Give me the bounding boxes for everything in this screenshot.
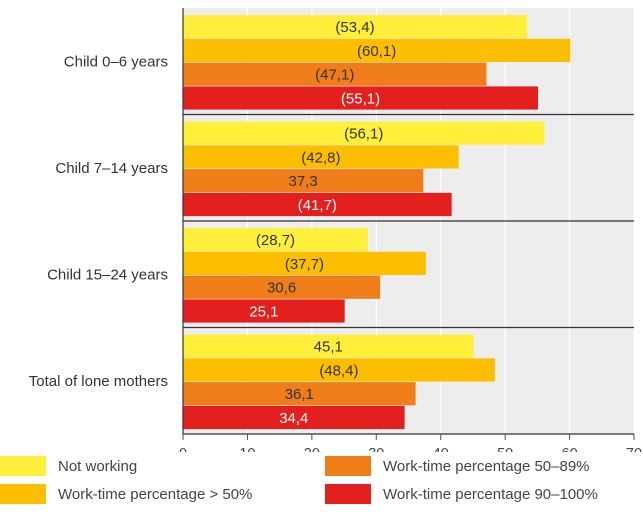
x-tick-label-70: 70: [626, 446, 642, 452]
bar-work-time-percentage-90-100-total-of-lone-mothers: [183, 405, 405, 430]
bar-work-time-percentage-50-89-child-7-14-years: [183, 169, 424, 193]
data-label-work-time-percentage-50-89-total-of-lone-mothers: 36,1: [285, 386, 314, 403]
x-tick-label-30: 30: [368, 446, 384, 452]
legend-swatch-worktime-50-89: [325, 456, 371, 476]
data-label-work-time-percentage-50-child-7-14-years: (42,8): [301, 149, 340, 166]
bar-not-working-child-15-24-years: [183, 228, 368, 252]
x-tick-label-50: 50: [497, 446, 513, 452]
legend-swatch-worktime-over-50: [0, 484, 46, 504]
category-label-child-15-24-years: Child 15–24 years: [47, 266, 168, 283]
legend-item-worktime-90-100: Work-time percentage 90–100%: [325, 483, 598, 505]
legend-item-not-working: Not working: [0, 455, 137, 477]
data-label-work-time-percentage-90-100-total-of-lone-mothers: 34,4: [279, 410, 308, 427]
bar-work-time-percentage-50-child-0-6-years: [183, 38, 571, 62]
bar-work-time-percentage-90-100-child-0-6-years: [183, 86, 539, 110]
bar-work-time-percentage-50-child-15-24-years: [183, 251, 426, 275]
x-tick-label-20: 20: [304, 446, 320, 452]
data-label-work-time-percentage-50-89-child-15-24-years: 30,6: [267, 280, 296, 297]
category-label-child-7-14-years: Child 7–14 years: [55, 160, 168, 177]
bar-not-working-child-7-14-years: [183, 121, 545, 145]
legend-label-worktime-50-89: Work-time percentage 50–89%: [383, 457, 590, 475]
data-label-work-time-percentage-90-100-child-7-14-years: (41,7): [298, 197, 337, 214]
legend-item-worktime-50-89: Work-time percentage 50–89%: [325, 455, 590, 477]
legend-item-worktime-over-50: Work-time percentage > 50%: [0, 483, 252, 505]
data-label-work-time-percentage-50-child-15-24-years: (37,7): [285, 256, 324, 273]
data-label-not-working-total-of-lone-mothers: 45,1: [314, 339, 343, 356]
bar-not-working-total-of-lone-mothers: [183, 334, 474, 358]
x-tick-label-60: 60: [562, 446, 578, 452]
legend-label-worktime-90-100: Work-time percentage 90–100%: [383, 485, 598, 503]
data-label-work-time-percentage-90-100-child-15-24-years: 25,1: [249, 304, 278, 321]
data-label-work-time-percentage-50-child-0-6-years: (60,1): [357, 43, 396, 60]
bar-not-working-child-0-6-years: [183, 15, 528, 39]
bar-chart: 0 10 20 30 40 50 60 70 Child 0–6 years (53,4) (60,…: [29, 8, 642, 452]
bar-work-time-percentage-50-89-child-15-24-years: [183, 275, 381, 299]
x-tick-label-0: 0: [179, 446, 187, 452]
legend-swatch-worktime-90-100: [325, 484, 371, 504]
data-label-work-time-percentage-50-89-child-0-6-years: (47,1): [315, 67, 354, 84]
data-label-not-working-child-7-14-years: (56,1): [344, 126, 383, 143]
bar-work-time-percentage-50-89-child-0-6-years: [183, 62, 487, 86]
bar-work-time-percentage-50-child-7-14-years: [183, 145, 459, 169]
bar-work-time-percentage-50-total-of-lone-mothers: [183, 358, 495, 382]
data-label-work-time-percentage-50-89-child-7-14-years: 37,3: [289, 173, 318, 190]
bar-work-time-percentage-90-100-child-15-24-years: [183, 299, 345, 323]
bar-work-time-percentage-50-89-total-of-lone-mothers: [183, 382, 416, 406]
data-label-not-working-child-0-6-years: (53,4): [335, 19, 374, 36]
category-label-child-0-6-years: Child 0–6 years: [64, 53, 168, 70]
chart-legend: Not working Work-time percentage > 50% W…: [0, 452, 643, 530]
category-label-total-of-lone-mothers: Total of lone mothers: [29, 373, 168, 390]
legend-swatch-not-working: [0, 456, 46, 476]
data-label-not-working-child-15-24-years: (28,7): [256, 232, 295, 249]
x-tick-label-40: 40: [433, 446, 449, 452]
bar-work-time-percentage-90-100-child-7-14-years: [183, 192, 452, 217]
legend-label-not-working: Not working: [58, 457, 138, 475]
data-label-work-time-percentage-90-100-child-0-6-years: (55,1): [341, 91, 380, 108]
legend-label-worktime-over-50: Work-time percentage > 50%: [58, 485, 253, 503]
data-label-work-time-percentage-50-total-of-lone-mothers: (48,4): [319, 362, 358, 379]
x-tick-label-10: 10: [239, 446, 255, 452]
